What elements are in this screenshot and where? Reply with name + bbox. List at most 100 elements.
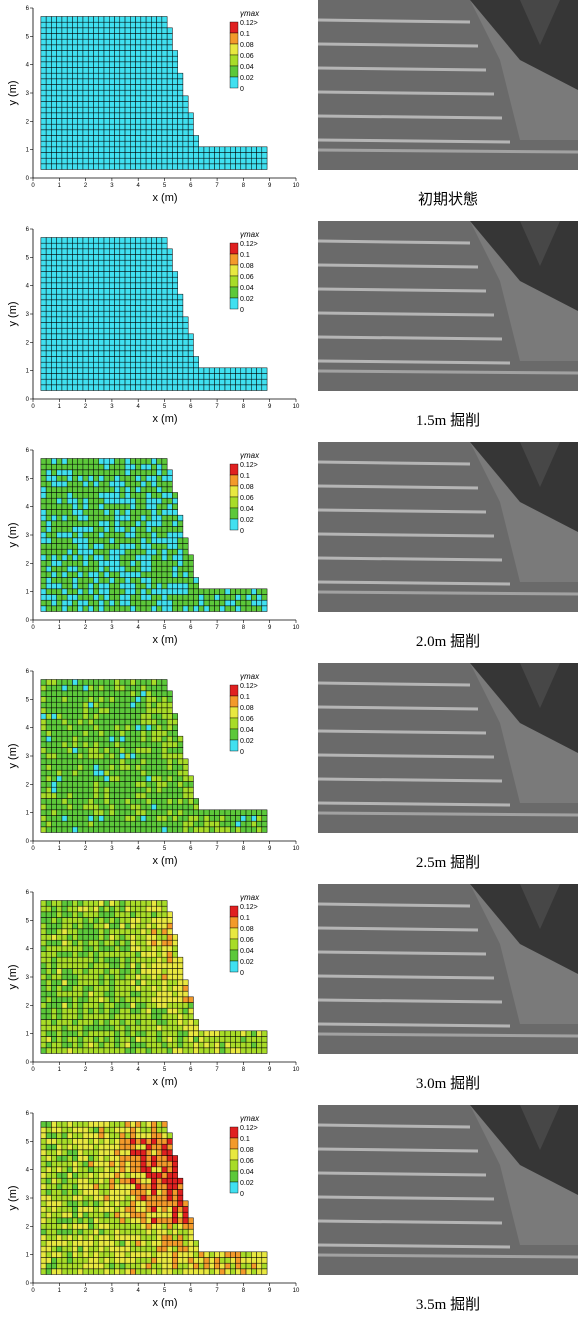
mesh-cell	[199, 821, 204, 827]
mesh-cell	[115, 963, 120, 969]
mesh-cell	[115, 141, 120, 147]
mesh-cell	[115, 555, 120, 561]
mesh-cell	[51, 1201, 56, 1207]
mesh-cell	[141, 294, 146, 300]
mesh-cell	[83, 578, 88, 584]
mesh-cell	[167, 272, 172, 278]
mesh-cell	[99, 79, 104, 85]
mesh-cell	[188, 345, 193, 351]
mesh-cell	[88, 1122, 93, 1128]
mesh-cell	[125, 158, 130, 164]
mesh-cell	[178, 566, 183, 572]
mesh-cell	[172, 283, 177, 289]
mesh-cell	[125, 1161, 130, 1167]
mesh-cell	[78, 243, 83, 249]
mesh-cell	[172, 1184, 177, 1190]
mesh-cell	[246, 589, 251, 595]
mesh-cell	[88, 957, 93, 963]
mesh-cell	[162, 1229, 167, 1235]
mesh-cell	[78, 719, 83, 725]
mesh-cell	[146, 736, 151, 742]
mesh-cell	[130, 277, 135, 283]
mesh-cell	[83, 532, 88, 538]
mesh-cell	[120, 85, 125, 91]
mesh-cell	[67, 997, 72, 1003]
mesh-cell	[88, 1127, 93, 1133]
mesh-cell	[99, 96, 104, 102]
mesh-cell	[51, 702, 56, 708]
mesh-cell	[57, 1235, 62, 1241]
mesh-cell	[172, 583, 177, 589]
mesh-cell	[99, 28, 104, 34]
mesh-cell	[141, 685, 146, 691]
mesh-cell	[78, 357, 83, 363]
mesh-cell	[93, 317, 98, 323]
mesh-cell	[88, 538, 93, 544]
mesh-cell	[162, 374, 167, 380]
mesh-cell	[93, 498, 98, 504]
mesh-cell	[41, 119, 46, 125]
mesh-cell	[72, 974, 77, 980]
mesh-cell	[62, 1150, 67, 1156]
mesh-cell	[46, 300, 51, 306]
mesh-cell	[167, 963, 172, 969]
mesh-cell	[104, 600, 109, 606]
mesh-cell	[109, 810, 114, 816]
mesh-cell	[162, 793, 167, 799]
legend-swatch	[230, 475, 238, 486]
mesh-cell	[146, 765, 151, 771]
mesh-cell	[57, 79, 62, 85]
mesh-cell	[172, 277, 177, 283]
mesh-cell	[130, 980, 135, 986]
mesh-cell	[146, 1042, 151, 1048]
mesh-cell	[72, 969, 77, 975]
mesh-cell	[104, 799, 109, 805]
mesh-cell	[46, 997, 51, 1003]
mesh-cell	[136, 1133, 141, 1139]
mesh-cell	[109, 1037, 114, 1043]
mesh-cell	[109, 561, 114, 567]
mesh-cell	[104, 827, 109, 833]
mesh-cell	[46, 351, 51, 357]
mesh-cell	[204, 1042, 209, 1048]
mesh-cell	[157, 107, 162, 113]
mesh-cell	[78, 51, 83, 57]
mesh-cell	[78, 340, 83, 346]
mesh-cell	[120, 345, 125, 351]
mesh-cell	[99, 1008, 104, 1014]
mesh-cell	[62, 912, 67, 918]
mesh-cell	[172, 1025, 177, 1031]
mesh-cell	[172, 102, 177, 108]
mesh-cell	[115, 946, 120, 952]
mesh-cell	[167, 589, 172, 595]
mesh-cell	[167, 765, 172, 771]
mesh-cell	[225, 589, 230, 595]
mesh-cell	[109, 102, 114, 108]
mesh-cell	[146, 1127, 151, 1133]
mesh-cell	[109, 238, 114, 244]
mesh-cell	[157, 986, 162, 992]
mesh-cell	[46, 147, 51, 153]
mesh-cell	[120, 776, 125, 782]
mesh-cell	[41, 1263, 46, 1269]
mesh-cell	[93, 1048, 98, 1054]
x-tick-label: 4	[137, 846, 141, 852]
mesh-cell	[88, 153, 93, 159]
mesh-cell	[151, 493, 156, 499]
mesh-cell	[109, 340, 114, 346]
mesh-cell	[72, 782, 77, 788]
mesh-cell	[78, 787, 83, 793]
mesh-cell	[46, 249, 51, 255]
mesh-cell	[183, 107, 188, 113]
mesh-cell	[41, 294, 46, 300]
mesh-cell	[78, 1229, 83, 1235]
mesh-cell	[120, 549, 125, 555]
mesh-cell	[120, 923, 125, 929]
mesh-cell	[62, 368, 67, 374]
mesh-cell	[62, 725, 67, 731]
mesh-cell	[115, 957, 120, 963]
mesh-cell	[167, 362, 172, 368]
mesh-cell	[141, 578, 146, 584]
mesh-cell	[51, 940, 56, 946]
mesh-cell	[41, 487, 46, 493]
